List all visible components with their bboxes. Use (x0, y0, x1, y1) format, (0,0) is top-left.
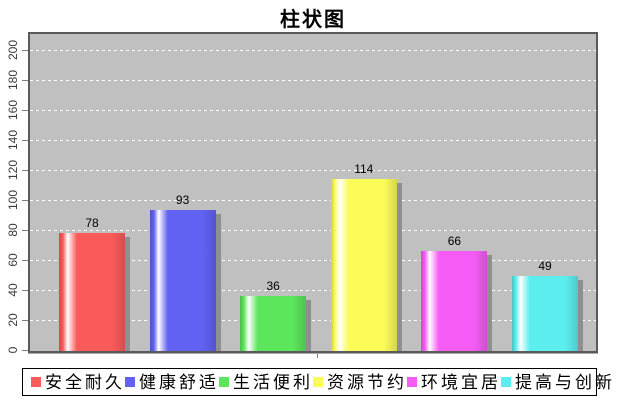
gridline-40 (30, 289, 596, 291)
bar-value-label: 114 (354, 161, 374, 176)
legend-label: 资源节约 (327, 372, 407, 392)
bar-提高与创新 (512, 276, 578, 351)
legend-item-安全耐久: 安全耐久 (31, 374, 125, 391)
legend-item-提高与创新: 提高与创新 (501, 374, 615, 391)
legend-swatch-icon (313, 377, 323, 387)
legend-label: 安全耐久 (45, 372, 125, 392)
plot-area: 78 93 36 114 66 49 (28, 32, 598, 353)
y-tick-label-100: 100 (6, 189, 20, 210)
x-axis-line (28, 353, 598, 354)
gridline-140 (30, 139, 596, 141)
bar-value-label: 49 (538, 259, 552, 273)
gridline-80 (30, 229, 596, 231)
y-tick-40 (22, 289, 28, 291)
y-tick-label-0: 0 (6, 346, 20, 353)
legend-label: 生活便利 (233, 372, 313, 392)
bar-value-label: 78 (85, 215, 99, 230)
y-tick-label-140: 140 (6, 129, 20, 150)
gridline-160 (30, 109, 596, 111)
y-tick-160 (22, 109, 28, 111)
gridline-60 (30, 259, 596, 261)
bar-生活便利 (240, 295, 307, 351)
legend-item-健康舒适: 健康舒适 (125, 374, 219, 391)
legend-swatch-icon (407, 377, 417, 387)
gridline-20 (30, 319, 596, 321)
y-tick-140 (22, 139, 28, 141)
y-tick-180 (22, 79, 28, 81)
gridline-180 (30, 79, 596, 81)
y-tick-20 (22, 319, 28, 321)
legend-swatch-icon (31, 377, 41, 387)
y-tick-200 (22, 49, 28, 51)
y-tick-100 (22, 199, 28, 201)
y-tick-60 (22, 259, 28, 261)
bar-环境宜居 (421, 250, 488, 351)
bar-健康舒适 (149, 210, 216, 351)
chart-title: 柱状图 (280, 9, 346, 31)
legend-item-资源节约: 资源节约 (313, 374, 407, 391)
legend-swatch-icon (219, 377, 229, 387)
legend-swatch-icon (125, 377, 135, 387)
legend-label: 环境宜居 (421, 372, 501, 392)
gridline-200 (30, 49, 596, 51)
legend-item-生活便利: 生活便利 (219, 374, 313, 391)
bar-value-label: 36 (266, 278, 280, 293)
x-axis-tick (317, 354, 318, 358)
legend-label: 健康舒适 (139, 372, 219, 392)
gridline-100 (30, 199, 596, 201)
y-tick-label-120: 120 (6, 159, 20, 180)
y-tick-label-80: 80 (6, 222, 20, 237)
y-tick-label-200: 200 (6, 39, 20, 60)
bar-value-label: 93 (175, 193, 190, 207)
y-tick-label-40: 40 (6, 282, 20, 297)
legend: 安全耐久 健康舒适 生活便利 资源节约 环境宜居 提高与创新 (22, 368, 612, 396)
y-tick-label-180: 180 (6, 69, 20, 90)
y-tick-label-60: 60 (6, 252, 20, 267)
y-tick-120 (22, 169, 28, 171)
y-tick-label-160: 160 (6, 99, 20, 120)
legend-item-环境宜居: 环境宜居 (407, 374, 501, 391)
gridline-120 (30, 169, 596, 171)
bar-安全耐久 (59, 232, 125, 351)
legend-label: 提高与创新 (515, 372, 615, 392)
bar-value-label: 66 (447, 233, 462, 248)
y-tick-0 (22, 349, 28, 351)
y-tick-label-20: 20 (6, 312, 20, 327)
legend-swatch-icon (501, 377, 511, 387)
y-tick-80 (22, 229, 28, 231)
bar-资源节约 (330, 178, 397, 351)
